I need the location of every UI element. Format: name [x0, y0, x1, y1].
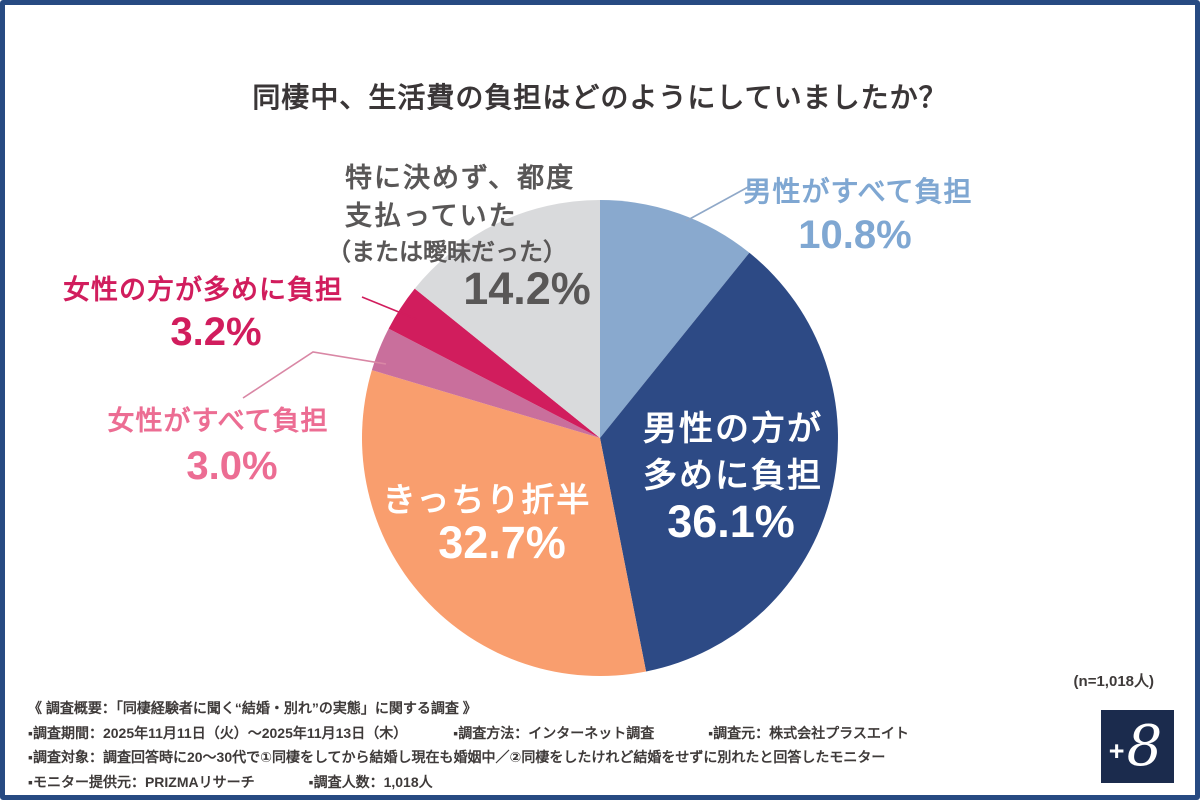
value-male-all: 10.8% — [798, 213, 912, 257]
survey-monitor: ▪モニター提供元：PRIZMAリサーチ — [28, 773, 255, 790]
pie-slice-undecided — [414, 200, 600, 438]
pie-slice-split — [361, 370, 647, 676]
value-split: 32.7% — [438, 517, 566, 568]
survey-count: ▪調査人数：1,018人 — [308, 773, 433, 790]
label-male-more-line1: 男性の方が — [643, 410, 823, 448]
value-undecided: 14.2% — [463, 263, 591, 314]
pie-slice-female_more — [388, 288, 600, 438]
sample-size-note: (n=1,018人) — [1073, 673, 1154, 690]
label-undecided-line3: （または曖昧だった） — [327, 239, 567, 266]
survey-target: ▪調査対象：調査回答時に20〜30代で①同棲をしてから結婚し現在も婚姻中／②同棲… — [28, 749, 886, 765]
label-undecided-line2: 支払っていた — [345, 201, 518, 231]
label-male-all: 男性がすべて負担 — [743, 176, 973, 207]
survey-period: ▪調査期間：2025年11月11日（火）〜2025年11月13日（木） — [28, 724, 408, 741]
chart-title: 同棲中、生活費の負担はどのようにしていましたか？ — [252, 82, 948, 113]
logo-plus-sign: + — [1108, 736, 1125, 766]
leader-line-male_all — [685, 185, 751, 222]
survey-method: ▪調査方法：インターネット調査 — [453, 724, 655, 741]
leader-line-female_all — [242, 351, 387, 399]
survey-overview-block: 《 調査概要：「同棲経験者に聞く“結婚・別れ”の実態」に関する調査 》 ▪調査期… — [28, 696, 909, 794]
label-female-more: 女性の方が多めに負担 — [63, 275, 343, 305]
plus-eight-logo: +8 — [1101, 710, 1174, 783]
label-split: きっちり折半 — [382, 481, 592, 518]
survey-overview-title: 《 調査概要：「同棲経験者に聞く“結婚・別れ”の実態」に関する調査 》 — [28, 700, 477, 716]
survey-line-period: ▪調査期間：2025年11月11日（火）〜2025年11月13日（木） ▪調査方法… — [28, 721, 909, 746]
pie-slice-male_more — [600, 252, 838, 672]
logo-eight: 8 — [1126, 713, 1163, 779]
survey-line-monitor: ▪モニター提供元：PRIZMAリサーチ ▪調査人数：1,018人 — [28, 770, 909, 795]
value-male-more: 36.1% — [667, 496, 795, 547]
pie-slice-male_all — [600, 200, 750, 438]
value-female-more: 3.2% — [170, 310, 262, 354]
leader-line-female_more — [361, 296, 417, 320]
value-female-all: 3.0% — [186, 444, 278, 488]
label-female-all: 女性がすべて負担 — [107, 406, 329, 436]
survey-source: ▪調査元：株式会社プラスエイト — [708, 724, 909, 741]
pie-slice-female_all — [371, 328, 600, 438]
label-undecided-line1: 特に決めず、都度 — [345, 163, 576, 193]
label-male-more-line2: 多めに負担 — [643, 457, 823, 495]
